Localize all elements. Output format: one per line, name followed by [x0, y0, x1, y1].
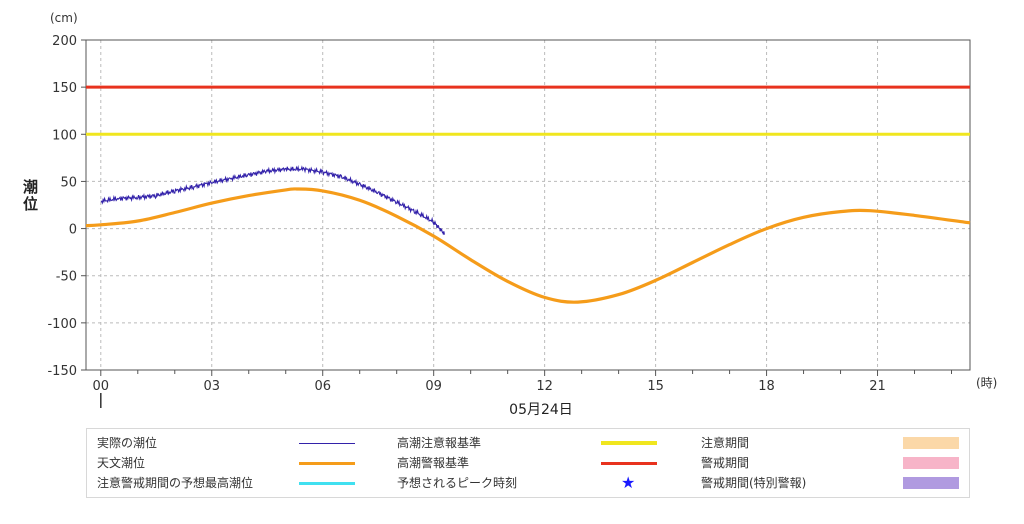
legend-label: 実際の潮位 — [97, 436, 158, 450]
y-tick-label: -100 — [47, 317, 77, 332]
x-tick-label: 00 — [93, 379, 110, 394]
legend-label: 注意警戒期間の予想最高潮位 — [97, 476, 254, 490]
x-tick-label: 18 — [758, 379, 775, 394]
legend: 実際の潮位 高潮注意報基準 注意期間天文潮位 高潮警報基準 警戒期間注意警戒期間の予想最… — [86, 428, 970, 498]
legend-line-swatch — [299, 442, 355, 444]
y-axis-title: 潮位 — [21, 178, 39, 213]
y-tick-label: 50 — [60, 175, 77, 190]
y-tick-label: -150 — [47, 364, 77, 379]
y-tick-label: 100 — [52, 128, 77, 143]
legend-label: 警戒期間 — [701, 456, 750, 470]
y-tick-label: 200 — [52, 34, 77, 49]
x-tick-label: 21 — [869, 379, 886, 394]
legend-box-swatch — [903, 437, 959, 449]
x-tick-label: 03 — [203, 379, 220, 394]
legend-label: 高潮警報基準 — [397, 456, 470, 470]
series-line-observed-tide — [100, 165, 445, 235]
y-tick-label: 150 — [52, 81, 77, 96]
legend-label: 高潮注意報基準 — [397, 436, 482, 450]
legend-label: 天文潮位 — [97, 456, 146, 470]
plot-border — [85, 39, 971, 371]
x-tick-label: 09 — [425, 379, 442, 394]
legend-line-swatch — [601, 461, 657, 465]
date-label: 05月24日 — [509, 402, 573, 418]
legend-label: 注意期間 — [701, 436, 750, 450]
x-unit-label: (時) — [976, 376, 997, 390]
x-tick-label: 12 — [536, 379, 553, 394]
x-tick-label: 06 — [314, 379, 331, 394]
legend-line-swatch — [299, 461, 355, 465]
legend-label: 警戒期間(特別警報) — [701, 476, 807, 490]
y-unit-label: (cm) — [50, 11, 78, 25]
legend-box-swatch — [903, 477, 959, 489]
star-icon: ★ — [621, 473, 636, 492]
y-tick-label: -50 — [56, 270, 77, 285]
legend-box-swatch — [903, 457, 959, 469]
plot-area — [86, 40, 970, 370]
tide-chart: 200 150 100 50 0 -50 -100 -150 00 03 06 09 12 15 18 21 (… — [21, 11, 997, 418]
legend-label: 予想されるピーク時刻 — [397, 476, 518, 490]
legend-line-swatch — [299, 481, 355, 485]
y-tick-label: 0 — [69, 223, 77, 238]
series-line-astronomical-tide — [85, 187, 971, 304]
x-tick-label: 15 — [647, 379, 664, 394]
legend-line-swatch — [601, 441, 657, 445]
